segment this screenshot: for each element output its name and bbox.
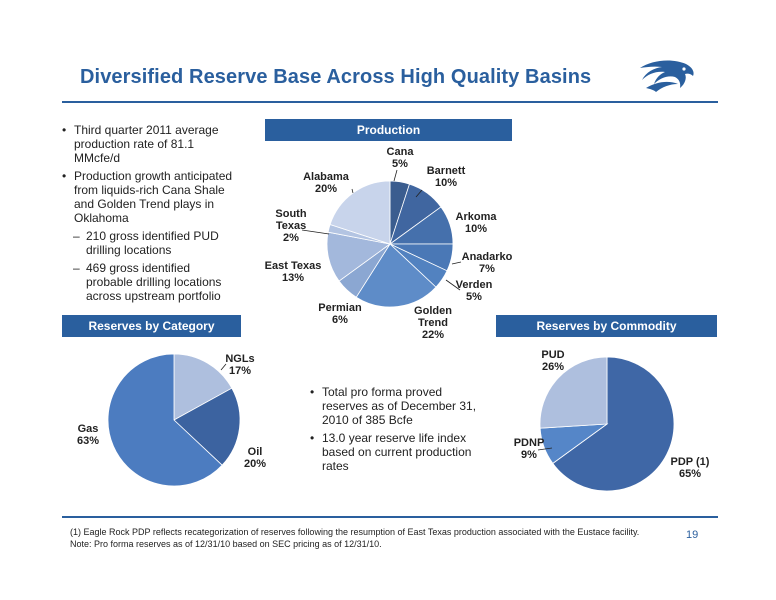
footer-rule (62, 516, 718, 518)
left-bullet-list: Third quarter 2011 average production ra… (62, 123, 240, 307)
slice-label: Arkoma 10% (456, 211, 498, 235)
pie-slice-pud (539, 356, 608, 429)
page-title: Diversified Reserve Base Across High Qua… (80, 66, 592, 88)
sub-bullet-item: 469 gross identified probable drilling l… (62, 261, 240, 303)
leader-line (301, 229, 330, 235)
slice-label: Oil 20% (244, 446, 266, 470)
slice-label: Verden 5% (456, 279, 493, 303)
footnote-line: Note: Pro forma reserves as of 12/31/10 … (70, 539, 382, 549)
bullet-item: 13.0 year reserve life index based on cu… (310, 431, 482, 473)
slice-label: Gas 63% (77, 423, 99, 447)
production-banner: Production (265, 119, 512, 141)
sub-bullet-item: 210 gross identified PUD drilling locati… (62, 229, 240, 257)
pie-slice-golden-trend (355, 243, 437, 308)
leader-line (415, 189, 423, 198)
pie-slice-pdp-1 (552, 356, 675, 492)
page-number: 19 (686, 529, 699, 541)
bullet-item: Total pro forma proved reserves as of De… (310, 385, 482, 427)
slice-label: Anadarko 7% (462, 251, 513, 275)
leader-line (451, 261, 462, 265)
pie-slice-ngls (173, 353, 233, 421)
pie-slice-alabama (329, 180, 391, 245)
slice-label: East Texas 13% (265, 260, 322, 284)
pie-slice-oil (173, 387, 241, 466)
leader-line (351, 188, 354, 194)
slice-label: PDNP 9% (514, 437, 545, 461)
slice-label: Cana 5% (387, 146, 415, 170)
slice-label: NGLs 17% (225, 353, 254, 377)
footnotes: (1) Eagle Rock PDP reflects recategoriza… (70, 526, 639, 550)
slice-label: Alabama 20% (303, 171, 350, 195)
slice-label: Barnett 10% (427, 165, 466, 189)
footnote-line: (1) Eagle Rock PDP reflects recategoriza… (70, 527, 640, 537)
slice-label: Permian 6% (318, 302, 362, 326)
bullet-item: Production growth anticipated from liqui… (62, 169, 240, 225)
eagle-head-icon (640, 60, 694, 92)
mid-bullet-list: Total pro forma proved reserves as of De… (310, 385, 482, 477)
leader-line (393, 169, 398, 182)
leader-line (445, 279, 461, 291)
leader-line (220, 363, 227, 371)
reserves-by-commodity-banner: Reserves by Commodity (496, 315, 717, 337)
leader-line (537, 447, 553, 451)
slice-label: Golden Trend 22% (414, 305, 452, 341)
reserves-by-category-banner: Reserves by Category (62, 315, 241, 337)
header-rule (62, 101, 718, 103)
bullet-item: Third quarter 2011 average production ra… (62, 123, 240, 165)
slice-label: PDP (1) 65% (671, 456, 710, 480)
slice-label: South Texas 2% (275, 208, 306, 244)
pie-slice-gas (107, 353, 223, 487)
slice-label: PUD 26% (541, 349, 564, 373)
